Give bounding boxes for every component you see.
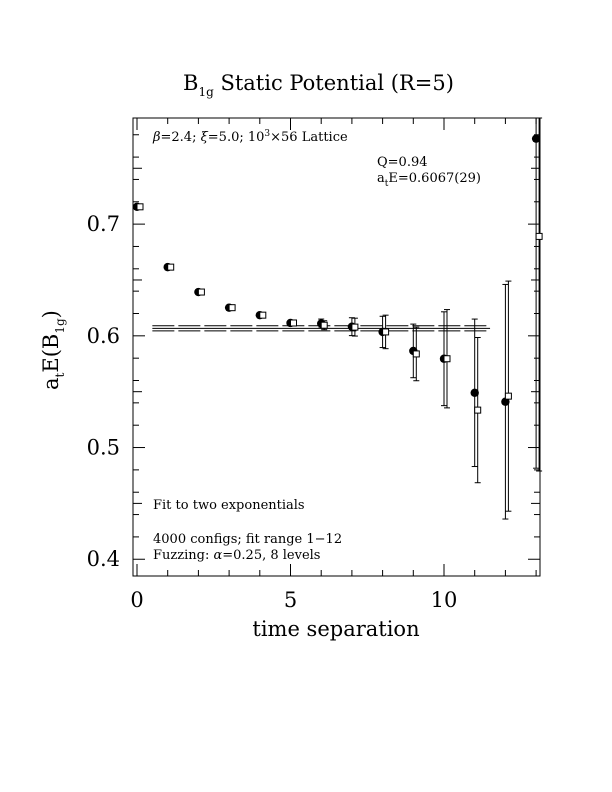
y-axis-title: atE(B1g): [39, 310, 67, 390]
data-point-square: [351, 323, 359, 331]
data-point-circle: [470, 388, 479, 397]
data-point-square: [474, 406, 482, 414]
x-tick-labels: 0 5 10: [130, 588, 457, 612]
data-point-square: [197, 288, 205, 296]
data-point-square: [382, 328, 390, 336]
y-tick-labels: 0.4 0.5 0.6 0.7: [87, 212, 120, 571]
data-point-square: [535, 232, 543, 240]
data-point-square: [136, 203, 144, 211]
fit-quality-annotation: Q=0.94: [377, 155, 428, 170]
data-point-square: [259, 311, 267, 319]
y-tick-label: 0.6: [87, 324, 120, 348]
plot-frame: [132, 117, 541, 577]
x-axis-title: time separation: [252, 617, 419, 641]
y-tick-label: 0.7: [87, 212, 120, 236]
chart-title: B1g Static Potential (R=5): [183, 71, 454, 99]
data-point-square: [320, 321, 328, 329]
x-tick-label: 10: [431, 588, 458, 612]
data-point-square: [228, 304, 236, 312]
y-tick-label: 0.5: [87, 436, 120, 460]
x-tick-label: 0: [130, 588, 143, 612]
data-point-square: [412, 350, 420, 358]
data-point-circle: [531, 134, 541, 143]
data-point-square: [290, 319, 297, 327]
data-point-square: [167, 263, 175, 271]
data-point-square: [443, 355, 451, 363]
fuzzing-annotation: Fuzzing: α=0.25, 8 levels: [153, 548, 320, 563]
configs-annotation: 4000 configs; fit range 1−12: [153, 532, 342, 547]
data-point-square: [504, 392, 512, 400]
fit-description: Fit to two exponentials: [153, 498, 305, 513]
energy-annotation: atE=0.6067(29): [377, 171, 481, 189]
data-points: [132, 134, 543, 414]
y-tick-label: 0.4: [87, 547, 120, 571]
x-tick-label: 5: [284, 588, 297, 612]
lattice-annotation: β=2.4; ξ=5.0; 103×56 Lattice: [152, 129, 348, 145]
